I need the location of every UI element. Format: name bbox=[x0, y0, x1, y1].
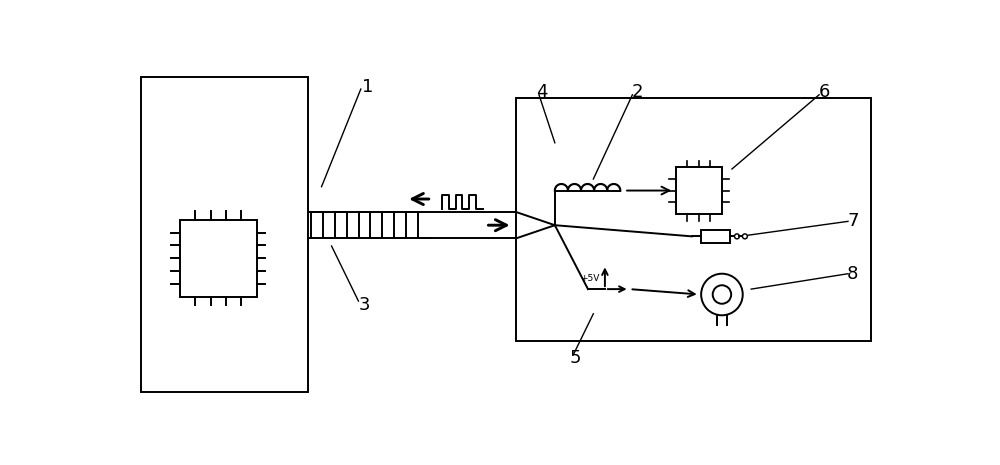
Text: 5: 5 bbox=[570, 349, 581, 367]
Text: 7: 7 bbox=[847, 213, 859, 230]
Bar bbox=[141, 77, 308, 392]
Text: 4: 4 bbox=[536, 83, 548, 101]
Text: +5V: +5V bbox=[580, 274, 599, 283]
Text: 2: 2 bbox=[631, 83, 643, 101]
Text: 3: 3 bbox=[359, 296, 370, 313]
Bar bbox=[180, 220, 257, 297]
Text: 6: 6 bbox=[819, 83, 830, 101]
Bar bbox=[516, 98, 871, 341]
Text: 1: 1 bbox=[362, 78, 373, 96]
Bar bbox=[701, 230, 730, 243]
Text: 8: 8 bbox=[847, 265, 859, 283]
Bar bbox=[676, 167, 722, 213]
